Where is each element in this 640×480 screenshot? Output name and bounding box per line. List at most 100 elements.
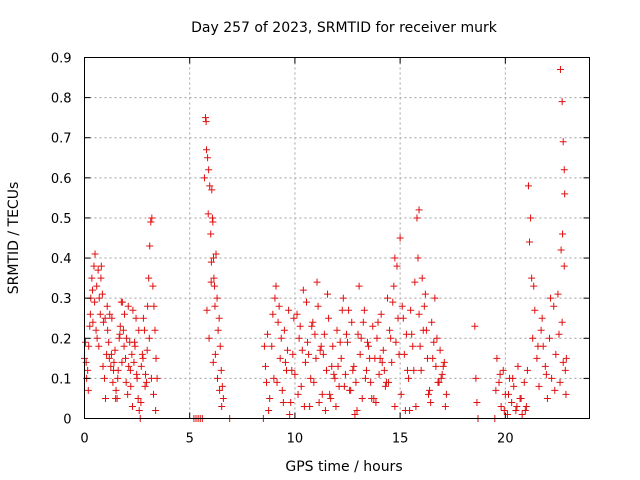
data-point [504, 390, 512, 398]
data-point [439, 362, 447, 370]
data-point [218, 402, 226, 410]
data-point [285, 306, 293, 314]
data-point [378, 358, 386, 366]
data-point [509, 374, 517, 382]
data-point [562, 390, 570, 398]
data-point [345, 306, 353, 314]
data-point [492, 386, 500, 394]
data-point [103, 302, 111, 310]
data-point [124, 302, 132, 310]
data-point [261, 362, 269, 370]
data-point [533, 354, 541, 362]
data-point [315, 398, 323, 406]
data-point [538, 314, 546, 322]
data-point [86, 322, 94, 330]
data-point [560, 166, 568, 174]
data-point [206, 182, 214, 190]
data-point [295, 334, 303, 342]
data-point [102, 394, 110, 402]
data-point [472, 374, 480, 382]
data-point [266, 394, 274, 402]
data-point [298, 346, 306, 354]
data-point [376, 354, 384, 362]
data-point [93, 334, 101, 342]
data-point [281, 358, 289, 366]
data-point [301, 358, 309, 366]
data-point [328, 362, 336, 370]
data-point [531, 306, 539, 314]
data-point [129, 306, 137, 314]
data-point [293, 310, 301, 318]
data-point [289, 350, 297, 358]
data-point [204, 154, 212, 162]
data-point [207, 278, 215, 286]
y-tick-label: 0.3 [51, 292, 72, 307]
data-point [403, 366, 411, 374]
data-point [559, 138, 567, 146]
data-point [144, 302, 152, 310]
data-point [359, 318, 367, 326]
data-point [97, 274, 105, 282]
data-point [396, 234, 404, 242]
data-point [353, 406, 361, 414]
data-point [334, 362, 342, 370]
data-point [435, 378, 443, 386]
data-point [526, 238, 534, 246]
data-point [142, 370, 150, 378]
data-point [473, 398, 481, 406]
data-point [559, 358, 567, 366]
data-point [401, 406, 409, 414]
data-point [319, 350, 327, 358]
data-point [411, 278, 419, 286]
data-point [317, 342, 325, 350]
data-point [115, 334, 123, 342]
data-point [379, 346, 387, 354]
data-point [381, 382, 389, 390]
data-point [270, 374, 278, 382]
data-point [471, 322, 479, 330]
data-point [116, 322, 124, 330]
data-point [321, 406, 329, 414]
data-point [152, 354, 160, 362]
data-point [274, 318, 282, 326]
data-point [126, 366, 134, 374]
data-point [131, 338, 139, 346]
data-point [436, 346, 444, 354]
data-point [90, 262, 98, 270]
data-point [94, 266, 102, 274]
data-point [514, 362, 522, 370]
data-point [297, 382, 305, 390]
data-point [150, 302, 158, 310]
data-point [366, 354, 374, 362]
data-point [337, 354, 345, 362]
data-point [310, 378, 318, 386]
data-point [561, 190, 569, 198]
data-point [438, 370, 446, 378]
data-point [386, 326, 394, 334]
data-point [279, 398, 287, 406]
data-point [91, 298, 99, 306]
data-point [380, 366, 388, 374]
data-point [125, 362, 133, 370]
data-point [150, 390, 158, 398]
data-point [207, 230, 215, 238]
data-point [517, 394, 525, 402]
data-point [211, 282, 219, 290]
data-point [302, 298, 310, 306]
data-point [342, 330, 350, 338]
data-point [537, 326, 545, 334]
data-point [388, 358, 396, 366]
y-tick-label: 0.5 [51, 212, 72, 227]
data-point [147, 374, 155, 382]
data-point [415, 310, 423, 318]
data-point [384, 294, 391, 302]
data-point [559, 230, 567, 238]
data-point [100, 374, 108, 382]
data-point [560, 262, 568, 270]
data-point [348, 318, 356, 326]
data-point [149, 282, 157, 290]
data-point [275, 302, 283, 310]
data-point [271, 294, 279, 302]
data-point [558, 318, 566, 326]
